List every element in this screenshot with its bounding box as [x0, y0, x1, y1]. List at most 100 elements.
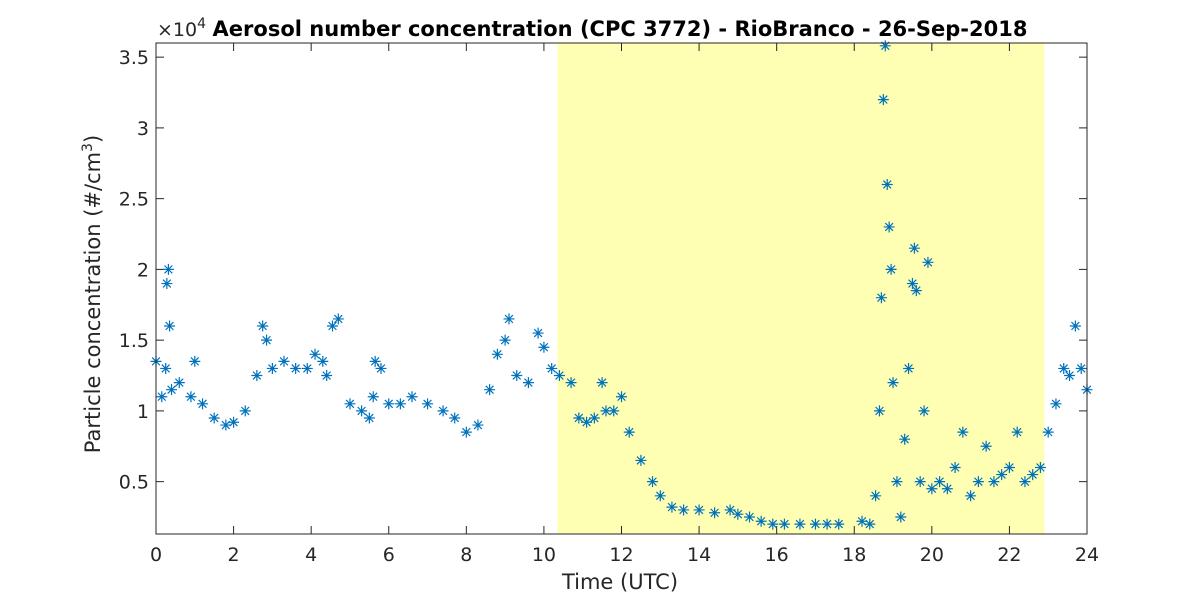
data-point — [778, 518, 790, 530]
data-point — [647, 476, 659, 488]
data-point — [996, 469, 1008, 481]
data-point — [895, 511, 907, 523]
data-point — [881, 178, 893, 190]
y-tick-label: 3 — [137, 118, 149, 140]
data-point — [922, 256, 934, 268]
data-point — [833, 518, 845, 530]
data-point — [600, 405, 612, 417]
y-tick-label: 0.5 — [119, 472, 149, 494]
data-point — [926, 483, 938, 495]
x-tick-label: 8 — [460, 544, 472, 566]
data-point — [885, 263, 897, 275]
data-point — [173, 377, 185, 389]
data-point — [375, 362, 387, 374]
data-point — [327, 320, 339, 332]
data-point — [321, 370, 333, 382]
y-tick-label: 2 — [137, 259, 149, 281]
data-point — [794, 518, 806, 530]
data-point — [332, 313, 344, 325]
data-point — [406, 391, 418, 403]
data-point — [1003, 461, 1015, 473]
data-point — [724, 504, 736, 516]
data-point — [363, 412, 375, 424]
data-point — [220, 419, 232, 431]
data-point — [608, 405, 620, 417]
data-point — [744, 511, 756, 523]
data-point — [166, 384, 178, 396]
data-point — [870, 490, 882, 502]
data-point — [553, 370, 565, 382]
data-point — [654, 490, 666, 502]
data-point — [941, 483, 953, 495]
data-point — [988, 476, 1000, 488]
data-point — [635, 454, 647, 466]
data-point — [809, 518, 821, 530]
data-point — [1064, 370, 1076, 382]
x-tick-label: 12 — [609, 544, 633, 566]
data-point — [499, 334, 511, 346]
x-tick-labels: 0 2 4 6 8 10 12 14 16 18 20 22 24 — [150, 544, 1099, 566]
data-point — [709, 507, 721, 519]
data-point — [1069, 320, 1081, 332]
data-point — [693, 504, 705, 516]
data-point — [290, 362, 302, 374]
data-point — [678, 504, 690, 516]
x-tick-label: 14 — [687, 544, 711, 566]
data-point — [972, 476, 984, 488]
y-tick-labels: 0.5 1 1.5 2 2.5 3 3.5 — [119, 47, 149, 493]
shaded-region — [557, 43, 1045, 534]
data-point — [162, 263, 174, 275]
data-point — [309, 348, 321, 360]
data-point — [596, 377, 608, 389]
data-point — [1075, 362, 1087, 374]
y-tick-label: 1.5 — [119, 330, 149, 352]
data-point — [891, 476, 903, 488]
data-point — [164, 320, 176, 332]
x-tick-label: 18 — [842, 544, 866, 566]
data-point — [344, 398, 356, 410]
data-point — [197, 398, 209, 410]
data-point — [156, 391, 168, 403]
chart-title: Aerosol number concentration (CPC 3772) … — [213, 17, 1028, 41]
data-point — [875, 292, 887, 304]
data-point — [965, 490, 977, 502]
data-point — [910, 285, 922, 297]
x-tick-label: 10 — [532, 544, 556, 566]
x-tick-label: 16 — [765, 544, 789, 566]
data-point — [437, 405, 449, 417]
data-point — [1011, 426, 1023, 438]
data-point — [161, 278, 173, 290]
data-point — [546, 362, 558, 374]
data-point — [257, 320, 269, 332]
data-point — [538, 341, 550, 353]
data-point — [588, 412, 600, 424]
data-point — [266, 362, 278, 374]
data-point — [160, 362, 172, 374]
data-point — [1042, 426, 1054, 438]
data-point — [1019, 476, 1031, 488]
data-point — [565, 377, 577, 389]
x-tick-label: 4 — [305, 544, 317, 566]
data-point — [1027, 469, 1039, 481]
y-tick-label: 2.5 — [119, 189, 149, 211]
data-point — [949, 461, 961, 473]
x-axis-label: Time (UTC) — [561, 570, 678, 594]
data-point — [856, 515, 868, 527]
data-point — [755, 515, 767, 527]
data-point — [1050, 398, 1062, 410]
data-point — [185, 391, 197, 403]
data-point — [1034, 461, 1046, 473]
data-point — [422, 398, 434, 410]
data-point — [511, 370, 523, 382]
data-point — [522, 377, 534, 389]
data-point — [899, 433, 911, 445]
data-point — [301, 362, 313, 374]
x-tick-label: 24 — [1075, 544, 1099, 566]
y-tick-label: 3.5 — [119, 47, 149, 69]
y-tick-label: 1 — [137, 401, 149, 423]
data-point — [883, 221, 895, 233]
x-tick-label: 22 — [997, 544, 1021, 566]
x-tick-label: 2 — [228, 544, 240, 566]
data-point — [239, 405, 251, 417]
data-point — [356, 405, 368, 417]
